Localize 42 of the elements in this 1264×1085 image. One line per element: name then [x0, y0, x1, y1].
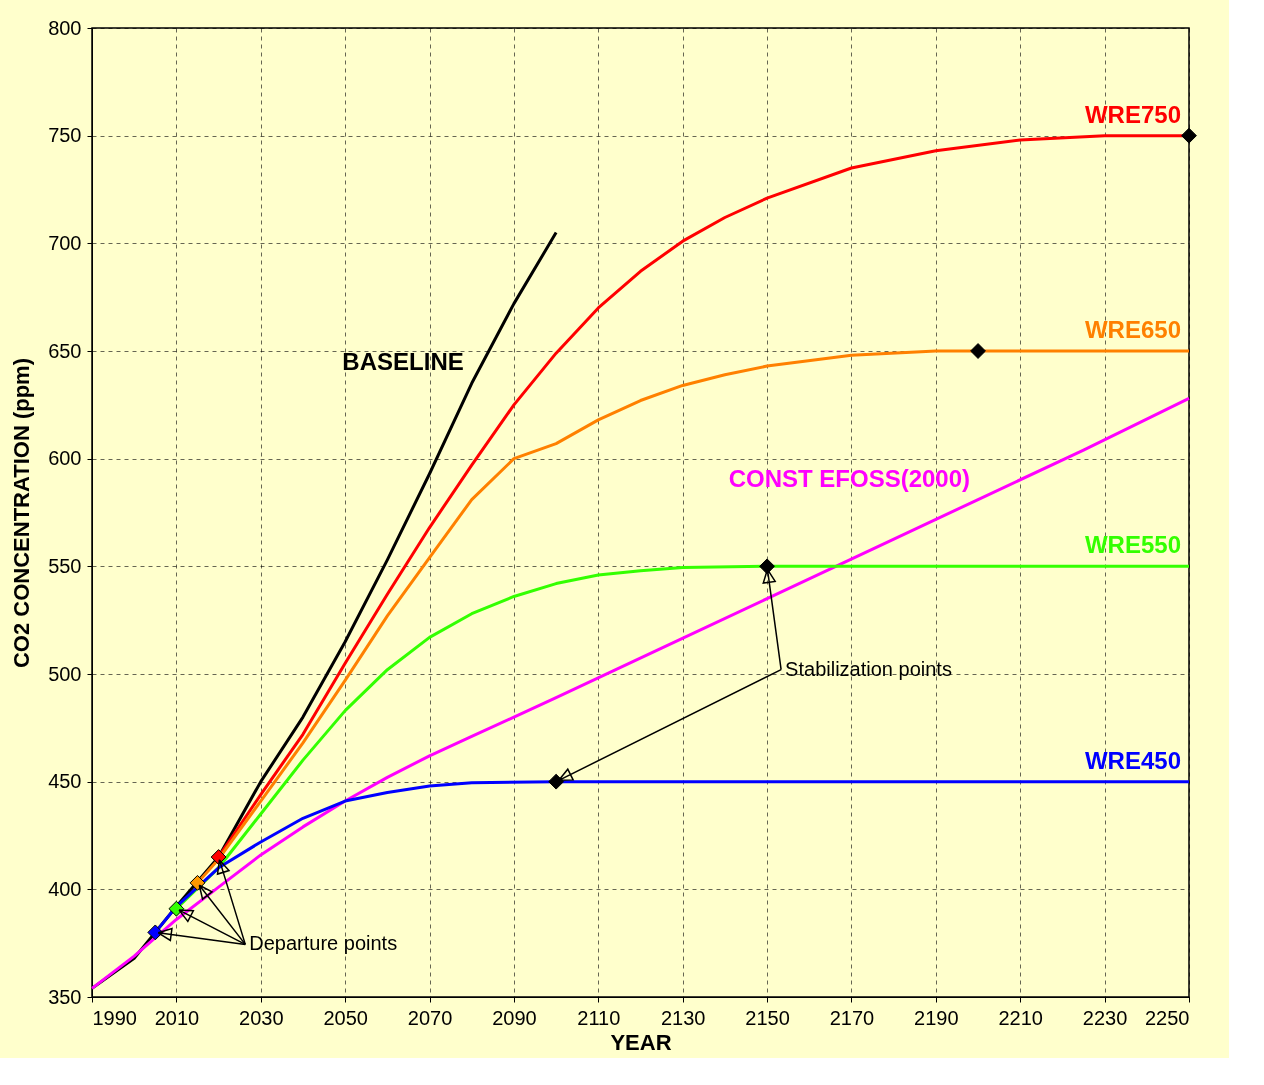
annotation: Stabilization points [785, 657, 952, 680]
series-label: WRE750 [1084, 100, 1181, 128]
point [168, 900, 185, 917]
series-label: BASELINE [342, 348, 464, 376]
y-tick-label: 500 [48, 662, 82, 685]
point [1181, 127, 1197, 144]
line-series [90, 396, 1191, 990]
y-axis-title: CO2 CONCENTRATION (ppm) [9, 357, 35, 669]
x-tick-label: 2010 [154, 1006, 200, 1029]
x-tick-label: 1990 [92, 1006, 137, 1029]
point [759, 558, 775, 575]
point [548, 773, 565, 790]
x-tick-label: 2090 [492, 1006, 537, 1029]
x-tick-label: 2250 [1145, 1006, 1190, 1029]
x-tick-label: 2110 [577, 1006, 621, 1029]
point [147, 924, 164, 941]
x-tick-label: 2050 [323, 1006, 368, 1029]
x-axis-title: YEAR [610, 1029, 672, 1055]
y-tick-label: 400 [48, 877, 82, 900]
annotation: Departure points [249, 932, 398, 955]
x-tick-label: 2210 [998, 1006, 1043, 1029]
series-label: WRE650 [1084, 316, 1181, 343]
x-tick-label: 2190 [914, 1006, 959, 1029]
y-tick-label: 800 [48, 16, 82, 39]
x-tick-label: 2170 [829, 1006, 875, 1029]
y-tick-label: 450 [48, 770, 82, 793]
series-label: CONST EFOSS(2000) [728, 464, 971, 492]
x-tick-label: 2130 [660, 1006, 706, 1029]
point [189, 874, 206, 891]
x-tick-label: 2230 [1082, 1006, 1128, 1029]
y-tick-label: 600 [48, 447, 82, 470]
x-tick-label: 2150 [745, 1006, 790, 1029]
series-label: WRE450 [1084, 746, 1181, 774]
x-tick-label: 2030 [239, 1006, 284, 1029]
series-label: WRE550 [1084, 531, 1181, 559]
y-tick-label: 550 [48, 554, 82, 577]
y-tick-label: 350 [48, 985, 82, 1008]
y-tick-label: 700 [48, 231, 82, 254]
x-tick-label: 2070 [407, 1006, 453, 1029]
y-tick-label: 650 [48, 339, 82, 362]
point [970, 343, 986, 359]
y-tick-label: 750 [48, 124, 82, 147]
